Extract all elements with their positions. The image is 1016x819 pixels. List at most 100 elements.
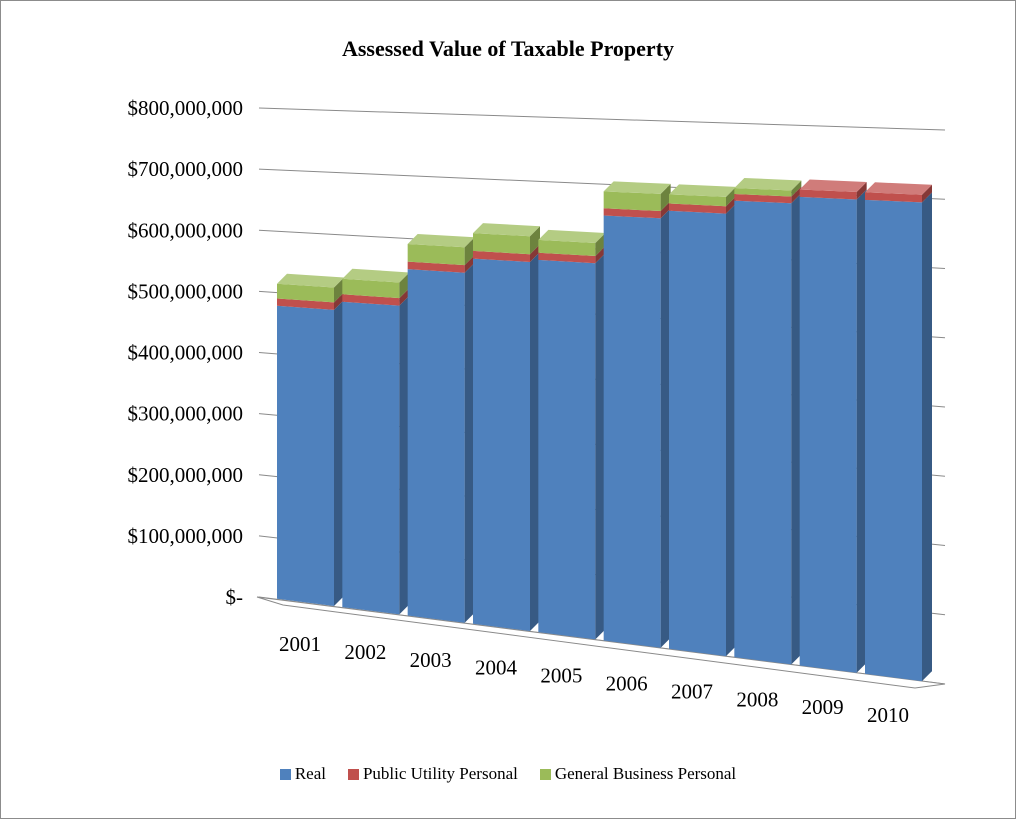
bar-segment-2004-0 (473, 251, 540, 632)
bar-side-face (922, 184, 932, 203)
bar-side-face (660, 208, 671, 648)
bar-side-face (922, 192, 932, 682)
bar-side-face (399, 295, 410, 615)
bar-top-face (669, 184, 736, 197)
bar-side-face (791, 186, 802, 204)
legend-item-public-utility: Public Utility Personal (347, 764, 518, 784)
bar-side-face (530, 226, 540, 255)
bar-segment-2007-1 (669, 196, 736, 214)
bar-segment-2005-1 (538, 246, 606, 264)
bar-front-face (473, 233, 530, 255)
bar-front-face (799, 196, 857, 673)
bar-segment-2005-2 (538, 229, 606, 257)
x-tick-label: 2005 (540, 664, 582, 688)
bar-front-face (473, 250, 530, 262)
bar-segment-2002-2 (342, 268, 410, 299)
bar-side-face (334, 292, 344, 310)
x-tick-label: 2001 (279, 632, 321, 656)
y-axis-ticks: $- $100,000,000 $200,000,000 $300,000,000 $4… (128, 96, 244, 609)
bar-segment-2002-0 (342, 295, 410, 615)
bar-side-face (856, 181, 867, 200)
bar-side-face (399, 272, 410, 299)
bar-segment-2009-0 (799, 189, 867, 673)
bar-side-face (530, 251, 540, 632)
y-tick-label: $400,000,000 (128, 341, 244, 365)
bar-front-face (407, 269, 465, 623)
y-tick-label: $100,000,000 (128, 524, 244, 548)
x-tick-label: 2003 (410, 648, 452, 672)
bar-segment-2007-0 (669, 203, 736, 657)
bar-side-face (726, 196, 736, 214)
bar-top-face (407, 234, 475, 248)
x-tick-label: 2010 (867, 703, 909, 727)
bar-segment-2002-1 (342, 288, 410, 306)
bar-front-face (799, 189, 857, 200)
bar-front-face (277, 305, 334, 607)
bar-front-face (734, 200, 792, 665)
legend-label-real: Real (294, 764, 326, 783)
bar-segment-2008-0 (734, 193, 802, 665)
legend-label-general-business: General Business Personal (554, 764, 737, 783)
y-tick-label: $700,000,000 (128, 157, 244, 181)
bar-front-face (538, 252, 596, 264)
bar-side-face (334, 277, 344, 303)
bar-segment-2004-1 (473, 244, 540, 262)
bar-top-face (342, 268, 410, 283)
bar-side-face (660, 201, 671, 219)
bar-front-face (734, 193, 792, 204)
y-tick-label: $200,000,000 (128, 463, 244, 487)
bar-segment-2005-0 (538, 253, 606, 640)
bar-segment-2001-2 (277, 273, 344, 303)
bar-top-face (799, 179, 867, 192)
bar-segment-2003-1 (407, 255, 475, 273)
bar-segment-2006-2 (603, 181, 671, 212)
bar-top-face (603, 181, 671, 194)
bar-front-face (734, 187, 792, 197)
x-tick-label: 2009 (802, 695, 844, 719)
bar-front-face (538, 259, 596, 640)
bar-side-face (334, 299, 344, 607)
bar-front-face (603, 208, 661, 219)
y-tick-label: $300,000,000 (128, 402, 244, 426)
bar-front-face (342, 301, 400, 615)
bar-front-face (669, 194, 726, 207)
legend-item-real: Real (279, 764, 326, 784)
bar-front-face (342, 294, 400, 306)
bar-side-face (660, 183, 671, 212)
bar-segment-2010-0 (865, 192, 932, 682)
x-axis-labels: 2001 2002 2003 2004 2005 2006 2007 2008 2009 2010 (279, 632, 909, 727)
bar-front-face (473, 258, 530, 632)
bar-front-face (342, 278, 400, 299)
x-tick-label: 2007 (671, 679, 713, 703)
bar-side-face (399, 288, 410, 306)
bar-side-face (595, 233, 606, 257)
bar-side-face (530, 244, 540, 262)
bar-segment-2008-2 (734, 177, 802, 197)
legend-swatch-real (279, 768, 291, 780)
bar-front-face (277, 298, 334, 310)
bar-top-face (538, 229, 606, 244)
bar-segment-2010-1 (865, 182, 932, 203)
x-tick-label: 2002 (344, 640, 386, 664)
bar-segment-2001-0 (277, 299, 344, 607)
bar-front-face (277, 283, 334, 303)
bar-front-face (669, 210, 726, 657)
bar-side-face (726, 203, 736, 657)
floor-plane (256, 596, 946, 689)
legend-item-general-business: General Business Personal (539, 764, 737, 784)
bar-side-face (726, 186, 736, 207)
y-tick-label: $500,000,000 (128, 279, 244, 303)
x-tick-label: 2008 (736, 687, 778, 711)
legend-swatch-public-utility (347, 768, 359, 780)
bar-top-face (473, 223, 540, 237)
bar-segment-2004-2 (473, 223, 540, 255)
bar-side-face (464, 255, 475, 273)
bar-front-face (407, 261, 465, 273)
bar-segment-2001-1 (277, 292, 344, 310)
y-tick-label: $800,000,000 (128, 96, 244, 120)
chart-title: Assessed Value of Taxable Property (341, 36, 675, 61)
bar-front-face (603, 215, 661, 648)
bar-segment-2007-2 (669, 184, 736, 207)
x-tick-label: 2006 (606, 672, 648, 696)
